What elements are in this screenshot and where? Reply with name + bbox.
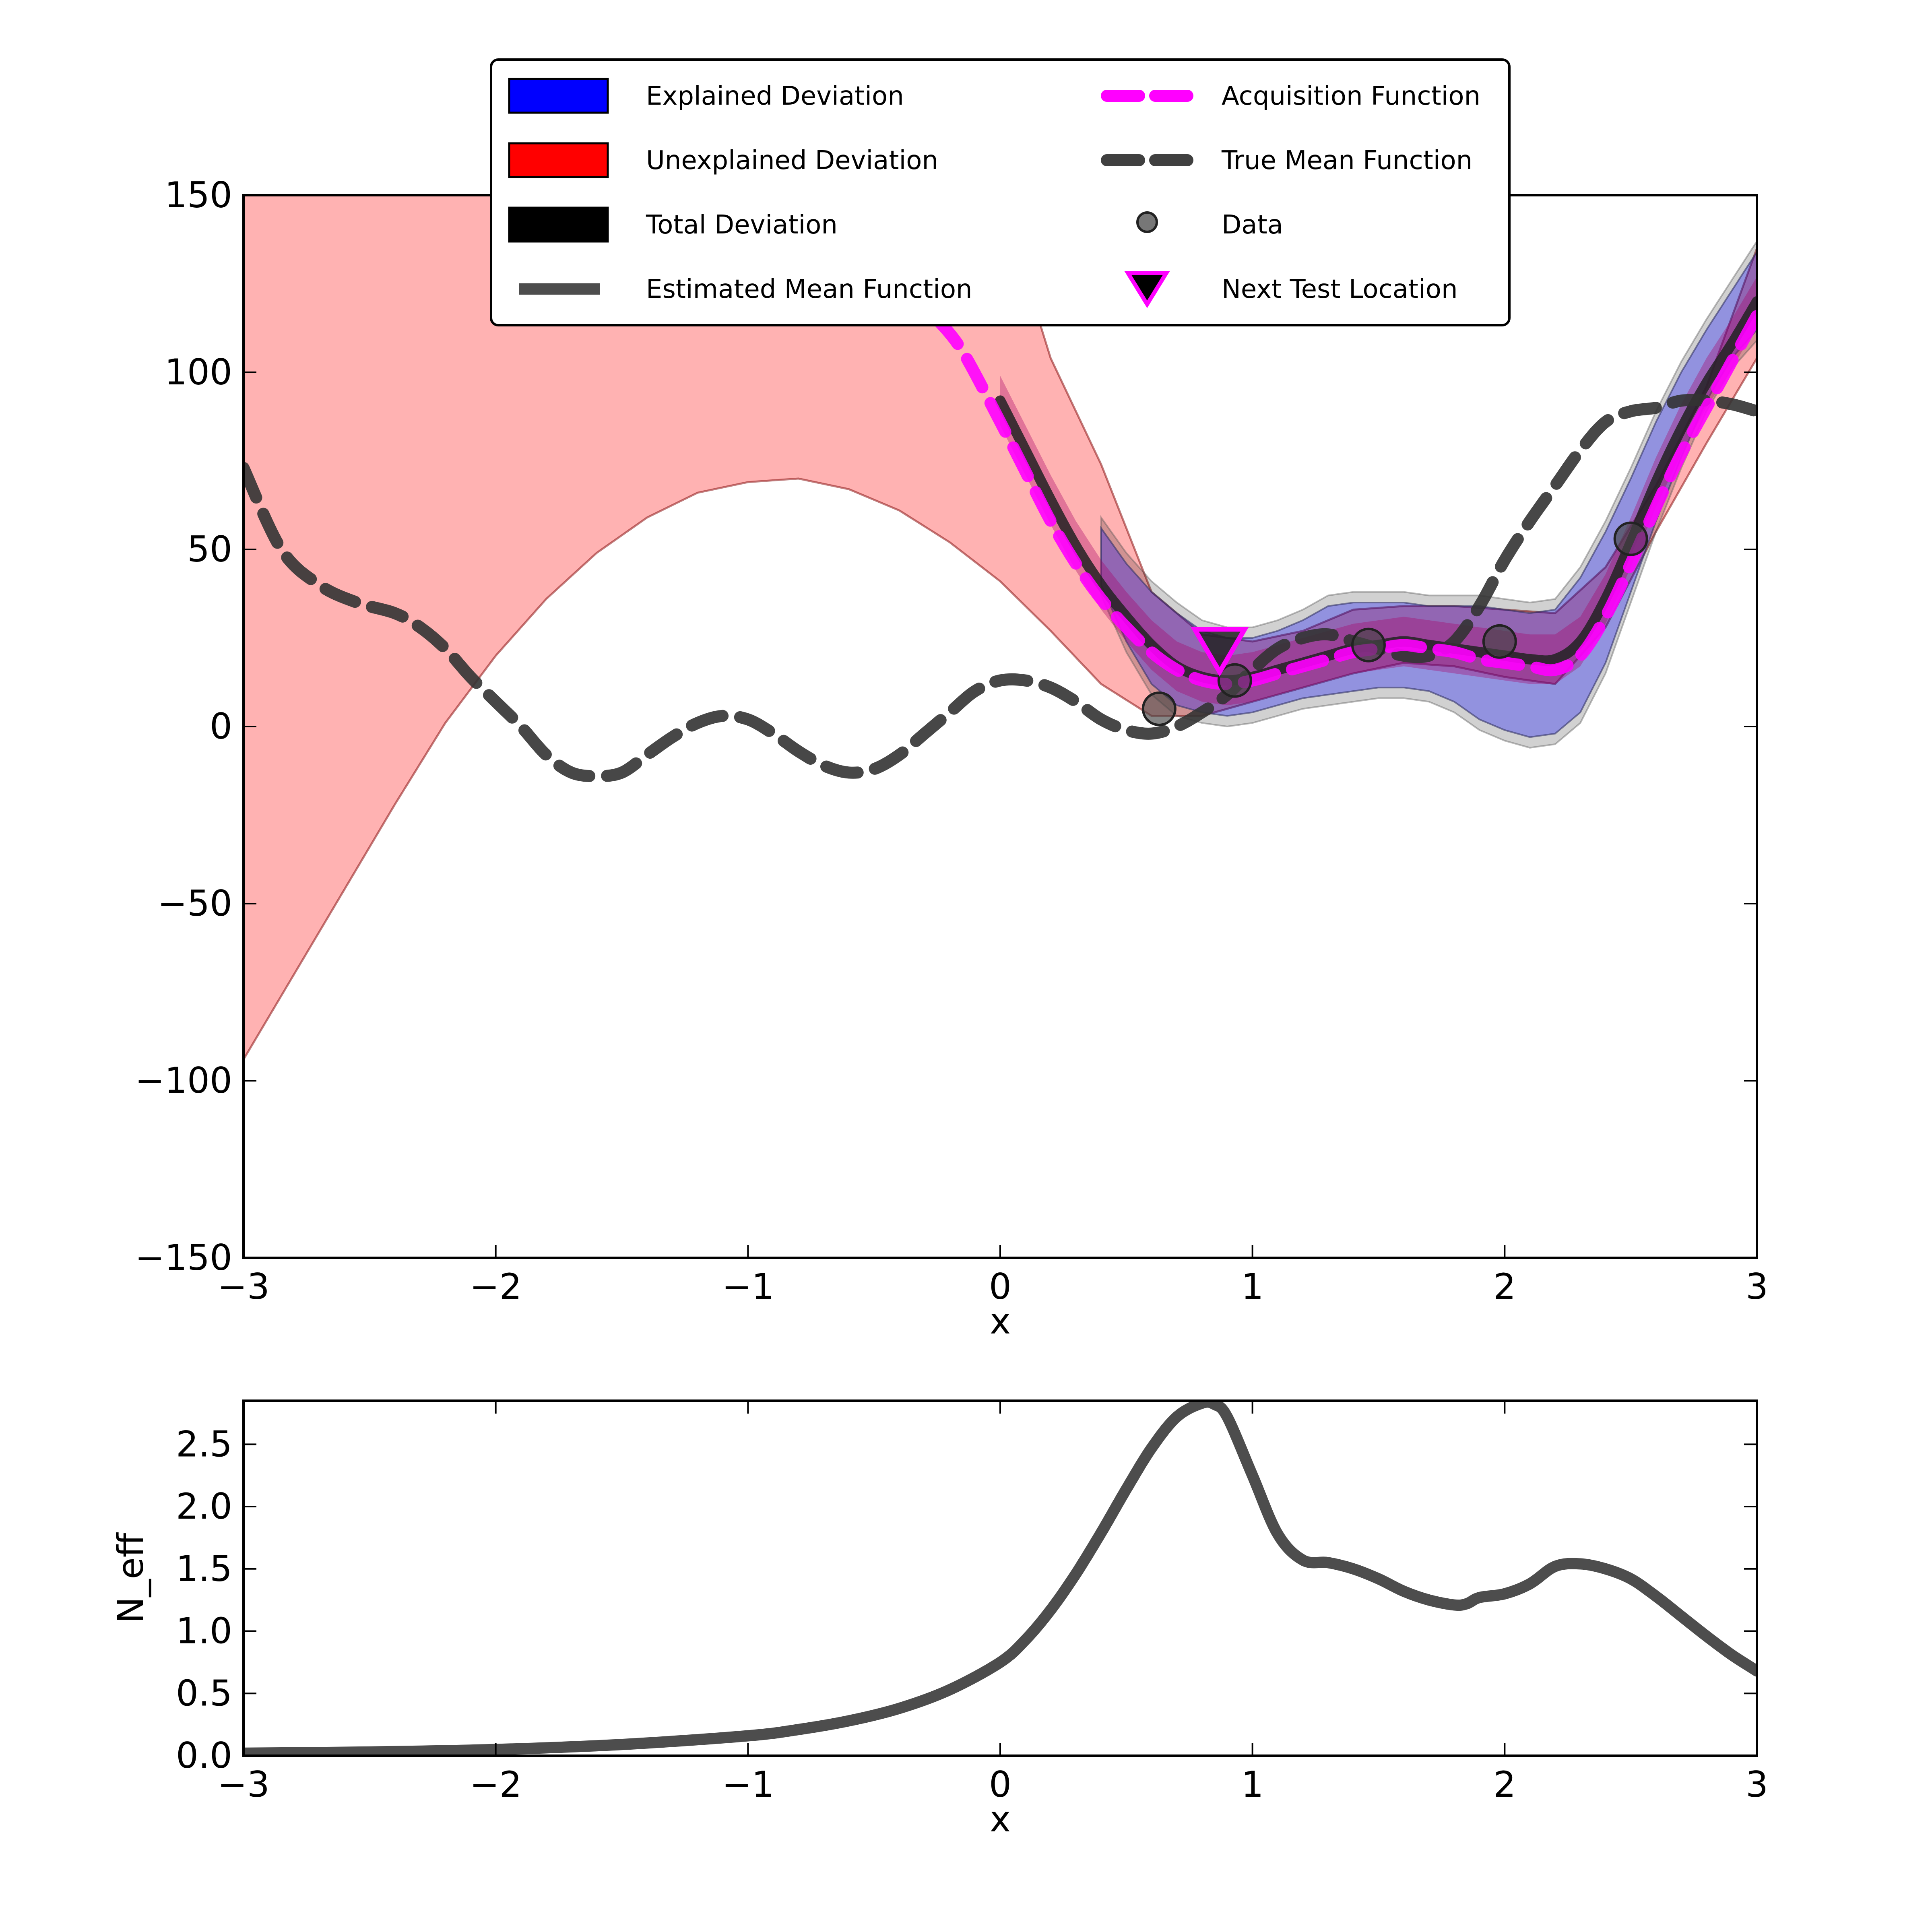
top-x-axis-label: x: [990, 1300, 1011, 1342]
x-tick-label: −3: [217, 1266, 270, 1307]
legend-label: Next Test Location: [1222, 275, 1458, 304]
y-tick-label: 2.5: [176, 1423, 232, 1465]
top-plot-panel: −3 −2 −1 0 1 2 3 −150 −100 −50 0 50 100 150 x: [135, 174, 1768, 1342]
legend-box: [490, 58, 1511, 326]
legend-label: Unexplained Deviation: [646, 146, 938, 175]
legend-circle-marker: [1136, 211, 1158, 233]
x-tick-label: −1: [722, 1764, 774, 1805]
y-tick-label: 1.5: [176, 1548, 232, 1589]
x-tick-label: 0: [989, 1764, 1011, 1805]
legend-label: Data: [1222, 210, 1283, 240]
data-point: [1351, 627, 1386, 663]
legend-label: Explained Deviation: [646, 81, 904, 111]
y-tick-label: −50: [157, 883, 232, 924]
legend-swatch: [508, 142, 609, 178]
x-tick-label: −1: [722, 1266, 774, 1307]
y-tick-label: 0.5: [176, 1672, 232, 1714]
next-test-location-marker: [1190, 627, 1249, 677]
true-mean-line: [244, 394, 1757, 782]
y-tick-label: 1.0: [176, 1610, 232, 1652]
x-tick-label: 2: [1493, 1266, 1516, 1307]
legend-item: Data: [1136, 210, 1283, 240]
legend-label: Total Deviation: [646, 210, 838, 240]
legend-triangle-marker: [1124, 271, 1170, 308]
data-point: [1217, 663, 1252, 698]
y-tick-label: 0.0: [176, 1735, 232, 1776]
data-point: [1141, 691, 1177, 726]
y-tick-label: 0: [210, 706, 232, 747]
legend-item: Acquisition Function: [1101, 81, 1480, 111]
legend-item: Total Deviation: [508, 206, 838, 243]
x-tick-label: −2: [470, 1764, 522, 1805]
legend-item: True Mean Function: [1101, 146, 1472, 175]
legend-item: Estimated Mean Function: [519, 275, 972, 304]
data-point: [1482, 624, 1517, 659]
y-tick-label: −100: [135, 1060, 232, 1101]
x-tick-label: 3: [1746, 1266, 1768, 1307]
x-tick-label: 0: [989, 1266, 1011, 1307]
legend-item: Next Test Location: [1124, 271, 1458, 308]
bottom-axis-ticks: −3 −2 −1 0 1 2 3 0.0 0.5 1.0 1.5 2.0 2.5: [176, 1401, 1768, 1805]
legend-swatch: [508, 78, 609, 114]
legend-label: True Mean Function: [1221, 146, 1472, 175]
legend-label: Acquisition Function: [1222, 81, 1480, 111]
bottom-y-axis-label: N_eff: [110, 1532, 151, 1623]
y-tick-label: 150: [165, 174, 232, 216]
y-tick-label: 100: [165, 351, 232, 393]
y-tick-label: 2.0: [176, 1486, 232, 1527]
bottom-x-axis-label: x: [990, 1798, 1011, 1840]
legend-item: Unexplained Deviation: [508, 142, 938, 178]
x-tick-label: 1: [1241, 1764, 1264, 1805]
bottom-plot-content: [244, 1401, 1757, 1756]
data-point: [1613, 521, 1648, 556]
n-eff-line: [244, 1401, 1757, 1756]
x-tick-label: −2: [470, 1266, 522, 1307]
legend: Explained Deviation Unexplained Deviation…: [490, 58, 1511, 326]
bottom-plot-panel: −3 −2 −1 0 1 2 3 0.0 0.5 1.0 1.5 2.0 2.5 x N_eff: [110, 1399, 1768, 1840]
legend-label: Estimated Mean Function: [646, 275, 972, 304]
x-tick-label: −3: [217, 1764, 270, 1805]
x-tick-label: 1: [1241, 1266, 1264, 1307]
x-tick-label: 2: [1493, 1764, 1516, 1805]
top-axis-ticks: −3 −2 −1 0 1 2 3 −150 −100 −50 0 50 100 150: [135, 174, 1768, 1307]
top-plot-content: [244, 195, 1757, 1062]
legend-swatch: [508, 206, 609, 243]
x-tick-label: 3: [1746, 1764, 1768, 1805]
legend-item: Explained Deviation: [508, 78, 904, 114]
y-tick-label: 50: [187, 528, 232, 570]
unexplained-deviation-band: [244, 195, 1757, 1062]
y-tick-label: −150: [135, 1237, 232, 1278]
